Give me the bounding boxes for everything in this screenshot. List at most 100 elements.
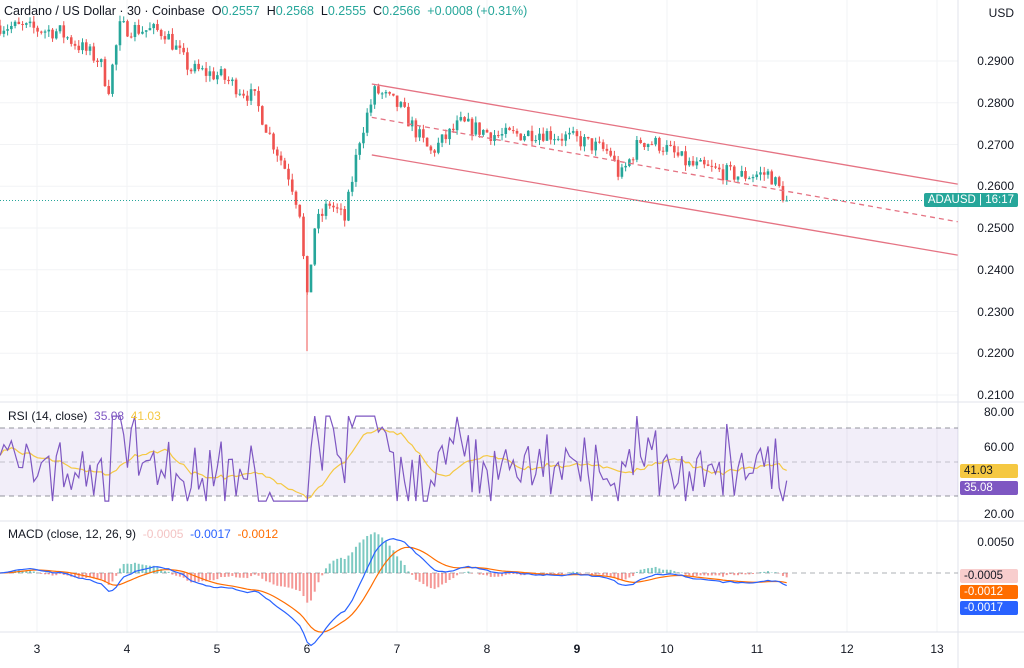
macd-histogram-bar (414, 573, 417, 580)
macd-histogram-bar (512, 573, 515, 575)
time-axis-tick: 4 (123, 642, 131, 656)
rsi-line (0, 415, 788, 502)
time-axis-tick: 7 (393, 642, 401, 656)
candle-body (624, 165, 627, 168)
macd-histogram-bar (253, 573, 256, 575)
macd-histogram-bar (590, 573, 593, 575)
macd-histogram-bar (298, 573, 301, 592)
candle-body (159, 30, 163, 37)
candle-body (493, 135, 496, 141)
macd-histogram-bar (632, 573, 635, 577)
candle-body (126, 21, 129, 37)
candle-body (673, 145, 676, 153)
candle-body (553, 139, 556, 141)
candle-body (770, 171, 774, 185)
macd-histogram-bar (710, 573, 713, 576)
exchange: Coinbase (151, 4, 205, 18)
candle-body (669, 145, 672, 147)
macd-signal-value: -0.0012 (237, 527, 279, 541)
candle-body (377, 86, 380, 94)
macd-histogram-bar (178, 573, 181, 577)
price-axis-tick: 0.2800 (977, 95, 1014, 110)
macd-histogram-bar (774, 572, 777, 573)
macd-histogram-bar (557, 573, 560, 575)
candle-body (369, 104, 373, 113)
candle-body (695, 161, 699, 166)
macd-histogram-bar (62, 573, 65, 576)
macd-histogram-bar (605, 573, 608, 576)
macd-histogram-bar (444, 573, 447, 583)
macd-histogram-bar (624, 573, 627, 580)
macd-histogram-bar (785, 573, 788, 578)
candle-body (403, 102, 406, 107)
candle-body (534, 140, 538, 142)
candle-body (676, 152, 680, 156)
macd-histogram-bar (122, 563, 125, 573)
low-value: 0.2555 (327, 4, 367, 18)
macd-histogram-bar (665, 569, 668, 573)
candle-body (684, 151, 687, 166)
candle-body (279, 155, 283, 161)
candle-body (174, 45, 178, 50)
candle-body (69, 37, 73, 44)
candle-body (639, 140, 642, 144)
candle-body (111, 64, 114, 94)
macd-histogram-bar (223, 573, 226, 577)
candle-body (148, 28, 152, 31)
candle-body (560, 138, 564, 141)
candle-body (523, 136, 526, 141)
candle-body (747, 178, 751, 180)
macd-histogram-bar (707, 573, 710, 576)
candle-body (781, 185, 785, 201)
candle-body (545, 131, 549, 141)
candle-body (388, 92, 391, 94)
candle-body (459, 117, 463, 121)
macd-histogram-bar (343, 558, 346, 573)
macd-histogram-bar (471, 573, 474, 574)
macd-histogram-bar (354, 546, 357, 573)
price-axis-tick: 0.2100 (977, 388, 1014, 402)
macd-histogram-bar (426, 573, 429, 587)
macd-histogram-bar (703, 573, 706, 576)
candle-body (103, 59, 107, 87)
candle-body (62, 25, 66, 38)
macd-histogram-bar (549, 573, 552, 574)
open-value: 0.2557 (221, 4, 260, 18)
macd-histogram-bar (497, 573, 500, 577)
candle-body (73, 43, 77, 46)
macd-histogram-bar (407, 571, 410, 573)
macd-histogram-bar (118, 568, 121, 573)
macd-histogram-bar (295, 573, 298, 590)
macd-histogram-bar (429, 573, 432, 589)
macd-histogram-bar (613, 573, 616, 578)
candle-body (81, 42, 84, 51)
candle-body (2, 30, 6, 34)
candle-body (10, 25, 13, 30)
candle-body (485, 130, 489, 133)
candle-body (343, 209, 347, 221)
candle-body (556, 138, 560, 140)
macd-histogram-bar (328, 563, 331, 573)
candle-body (163, 36, 167, 40)
candle-body (208, 71, 212, 76)
price-tag-symbol: ADAUSD (927, 194, 976, 206)
candle-body (620, 167, 624, 177)
macd-histogram-bar (751, 573, 754, 574)
macd-histogram-bar (96, 573, 99, 580)
rsi-title: RSI (14, close) (8, 409, 88, 423)
candle-body (298, 204, 302, 217)
macd-histogram-bar (534, 573, 537, 576)
candle-body (193, 63, 197, 72)
macd-histogram-bar (609, 573, 612, 577)
macd-histogram-bar (351, 552, 354, 573)
candle-body (182, 47, 185, 53)
candle-body (66, 37, 69, 39)
macd-histogram-bar (560, 573, 563, 575)
price-axis-tick: 0.2600 (977, 179, 1014, 194)
candle-body (609, 150, 612, 156)
candle-body (433, 150, 436, 153)
candle-body (257, 90, 260, 107)
candle-body (137, 24, 140, 34)
